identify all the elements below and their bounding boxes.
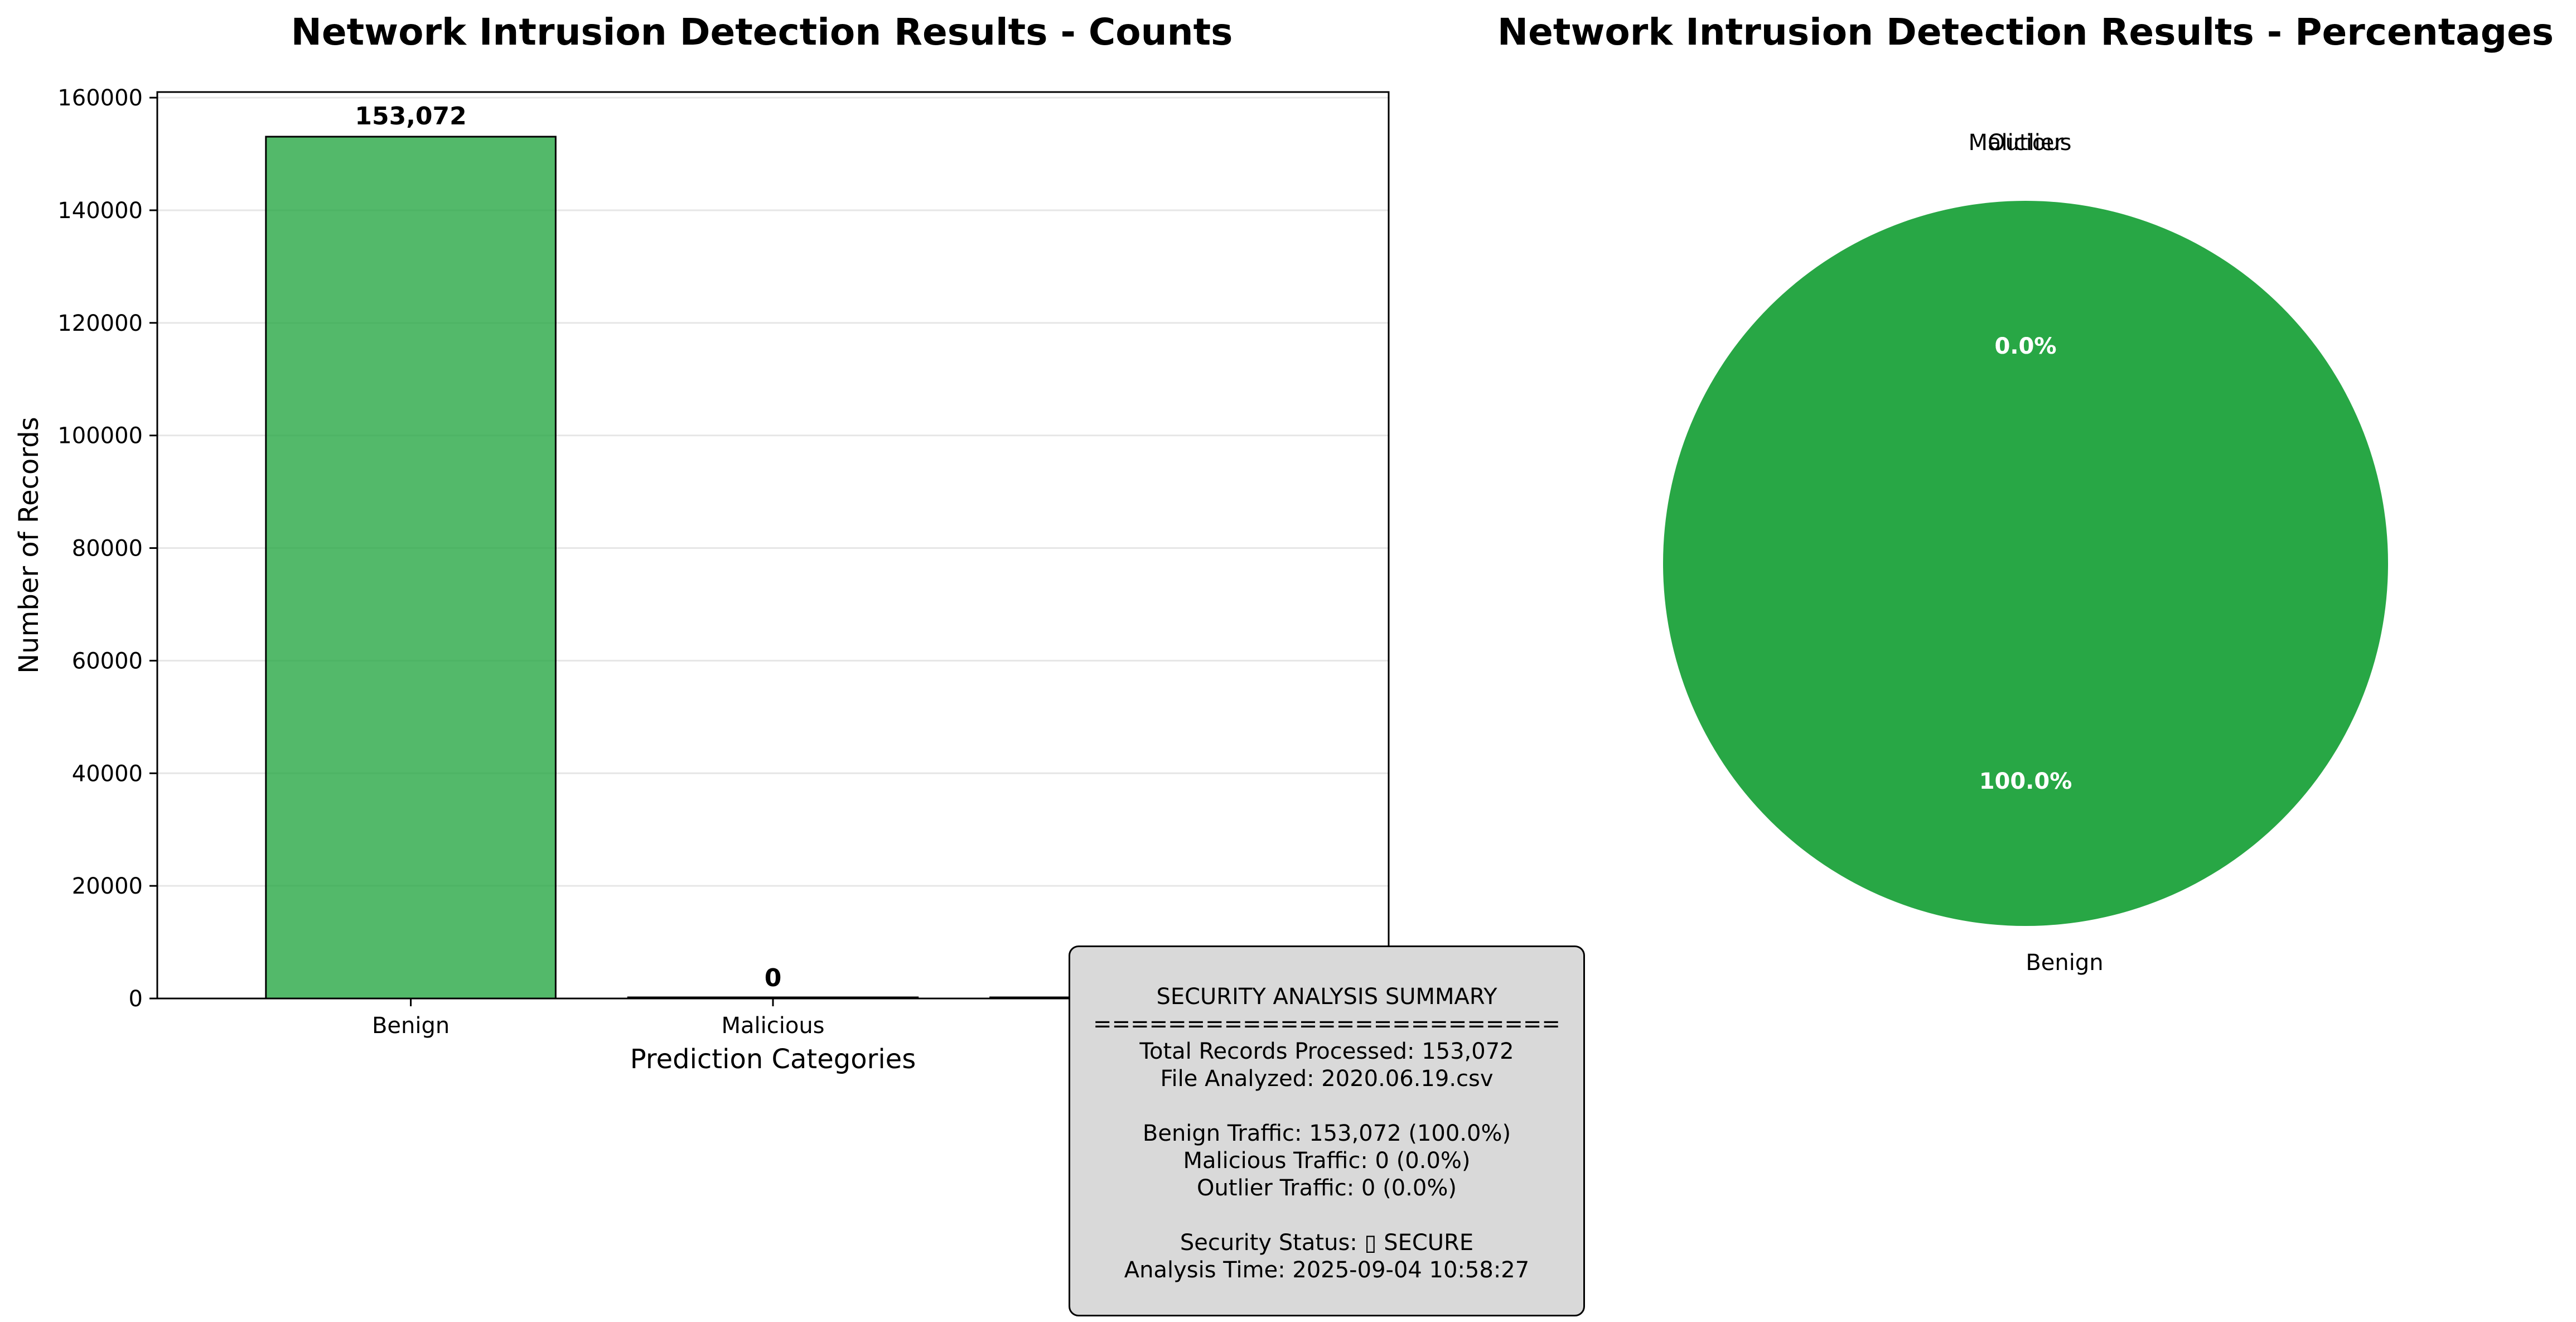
bar-chart-title: Network Intrusion Detection Results - Co… (291, 11, 1233, 54)
summary-heading: SECURITY ANALYSIS SUMMARY (1156, 984, 1497, 1010)
summary-file-analyzed: File Analyzed: 2020.06.19.csv (1160, 1066, 1494, 1092)
pie-pct-label: 0.0% (1995, 334, 2057, 359)
y-tick-label: 60000 (72, 648, 143, 674)
pie-pct-label: 100.0% (1979, 769, 2072, 794)
security-summary-box: SECURITY ANALYSIS SUMMARY ==============… (1069, 945, 1585, 1316)
pie-category-label: Benign (2026, 950, 2103, 976)
summary-outlier-traffic: Outlier Traffic: 0 (0.0%) (1197, 1175, 1457, 1201)
summary-malicious-traffic: Malicious Traffic: 0 (0.0%) (1183, 1148, 1471, 1174)
summary-benign-traffic: Benign Traffic: 153,072 (100.0%) (1142, 1121, 1511, 1146)
pie-pct-label: 0.0% (1995, 334, 2057, 359)
y-tick-label: 140000 (57, 198, 143, 224)
summary-total-records: Total Records Processed: 153,072 (1139, 1039, 1514, 1064)
y-tick-label: 20000 (72, 874, 143, 899)
summary-security-status: Security Status: ▯ SECURE (1180, 1230, 1474, 1256)
pie-category-label: Malicious (1968, 130, 2071, 156)
summary-blank-line (1070, 1093, 1583, 1120)
bar-value-label: 0 (765, 964, 782, 992)
summary-blank-line (1070, 1202, 1583, 1229)
pie-slice (1663, 201, 2388, 926)
pie-category-label: Outlier (1988, 130, 2063, 156)
pie-chart-title: Network Intrusion Detection Results - Pe… (1497, 11, 2554, 54)
summary-analysis-time: Analysis Time: 2025-09-04 10:58:27 (1124, 1257, 1530, 1283)
y-tick-label: 40000 (72, 761, 143, 787)
bar (265, 136, 557, 1000)
y-tick-label: 80000 (72, 536, 143, 562)
bar-value-label: 153,072 (355, 102, 466, 131)
y-tick-label: 0 (129, 986, 143, 1012)
y-tick-label: 100000 (57, 423, 143, 449)
y-tick-label: 120000 (57, 311, 143, 336)
y-tick-label: 160000 (57, 85, 143, 111)
x-tick-label: Benign (372, 1013, 450, 1039)
y-axis-label: Number of Records (13, 417, 45, 673)
summary-separator: ========================= (1093, 1011, 1560, 1037)
x-axis-label: Prediction Categories (630, 1044, 916, 1075)
x-tick-label: Malicious (721, 1013, 824, 1039)
